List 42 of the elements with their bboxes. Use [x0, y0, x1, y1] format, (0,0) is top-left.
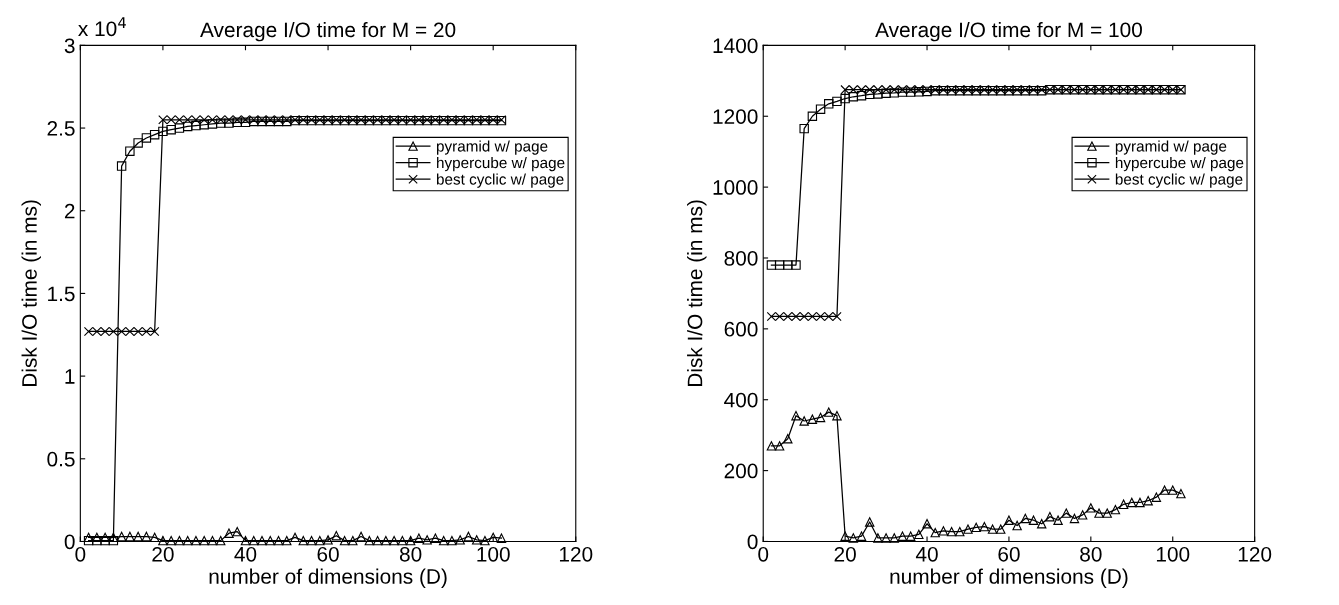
- x-tick-label: 0: [75, 546, 86, 562]
- x-tick-label: 120: [559, 546, 593, 562]
- x-axis-title: number of dimensions (D): [209, 568, 447, 588]
- legend-label: best cyclic w/ page: [436, 173, 564, 188]
- x-tick-label: 100: [1156, 546, 1190, 562]
- y-tick-label: 1200: [713, 109, 758, 124]
- legend-label: hypercube w/ page: [1115, 156, 1244, 172]
- y-axis-title: Disk I/O time (in ms): [687, 200, 707, 387]
- y-tick-label: 0: [64, 534, 75, 550]
- x-tick-label: 60: [317, 546, 339, 562]
- x-tick-label: 80: [1080, 546, 1102, 562]
- y-axis-title: Disk I/O time (in ms): [21, 200, 41, 387]
- y-tick-label: 800: [724, 250, 758, 266]
- x-tick-label: 0: [758, 546, 769, 562]
- chart-title: Average I/O time for M = 20: [200, 21, 456, 42]
- y-tick-label: 3: [64, 38, 75, 54]
- legend-label: best cyclic w/ page: [1115, 173, 1243, 188]
- y-tick-label: 1000: [713, 180, 758, 195]
- y-tick-label: 2.5: [47, 121, 75, 136]
- chart-title: Average I/O time for M = 100: [875, 21, 1142, 42]
- legend-label: pyramid w/ page: [1115, 140, 1227, 155]
- x-tick-label: 120: [1238, 546, 1272, 562]
- x-tick-label: 100: [477, 546, 510, 562]
- y-tick-label: 2: [64, 203, 75, 219]
- y-tick-label: 0.5: [47, 451, 75, 467]
- x-axis-title: number of dimensions (D): [890, 568, 1128, 588]
- y-tick-label: 200: [724, 463, 758, 479]
- y-tick-label: 1: [65, 369, 75, 384]
- text: x 10$^{4}$: [78, 17, 126, 37]
- legend-label: hypercube w/ page: [437, 156, 565, 172]
- x-tick-label: 40: [915, 546, 938, 562]
- x-tick-label: 40: [234, 546, 257, 562]
- x-tick-label: 20: [834, 546, 856, 562]
- y-tick-label: 1400: [713, 38, 758, 54]
- legend-label: pyramid w/ page: [436, 140, 548, 155]
- x-tick-label: 60: [998, 546, 1020, 562]
- x-tick-label: 20: [152, 546, 174, 562]
- y-tick-label: 400: [724, 392, 758, 408]
- y-tick-label: 0: [747, 534, 758, 550]
- y-tick-label: 600: [724, 321, 758, 337]
- y-tick-label: 1.5: [48, 286, 75, 302]
- x-tick-label: 80: [399, 546, 422, 562]
